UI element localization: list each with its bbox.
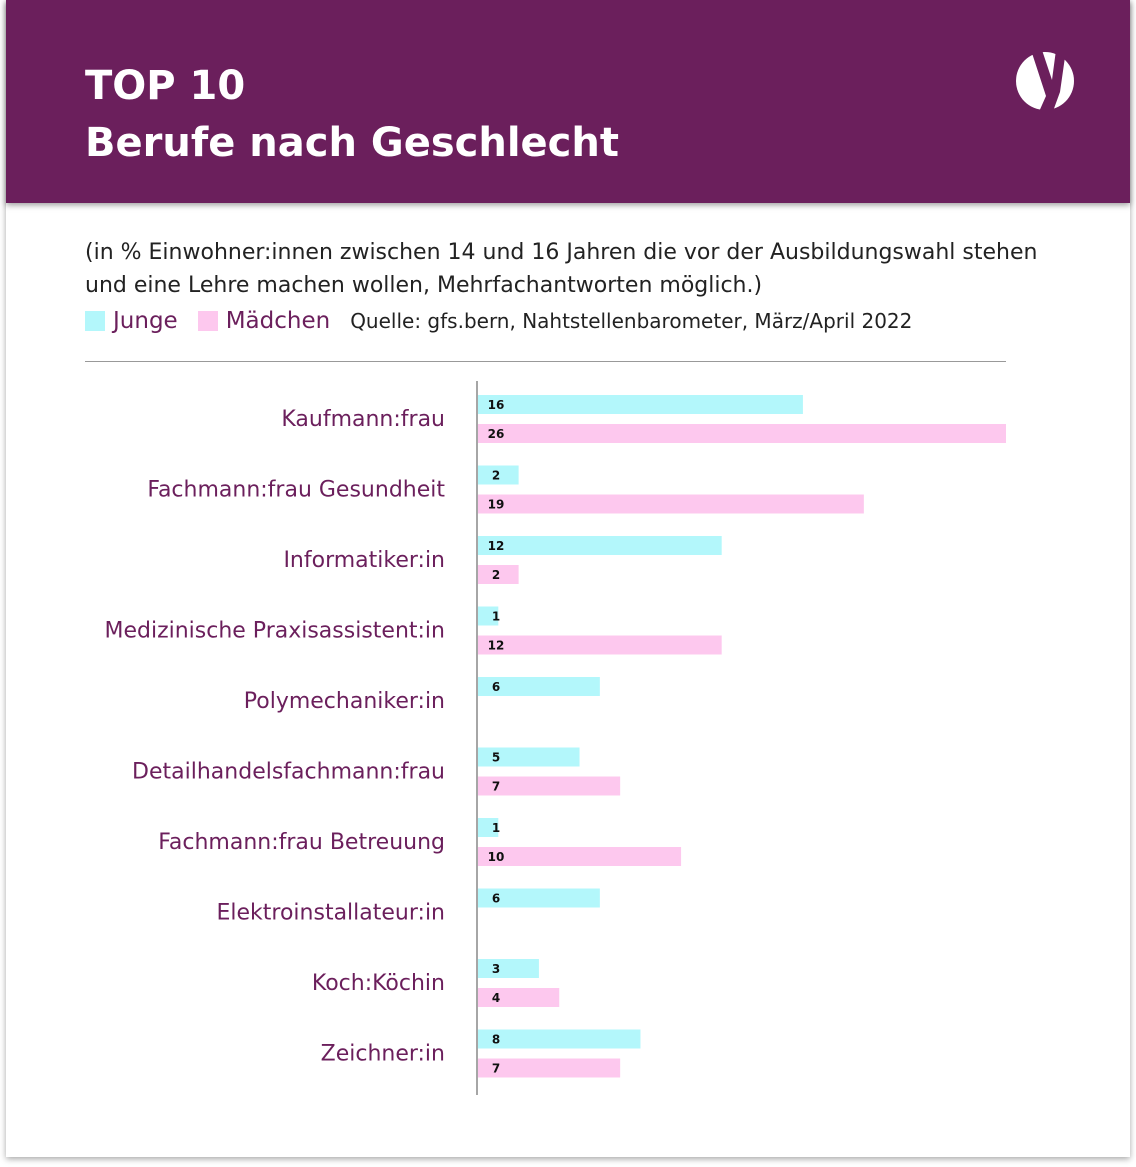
category-label: Zeichner:in xyxy=(321,1042,445,1067)
bar-junge xyxy=(478,677,600,696)
bar-junge xyxy=(478,1029,641,1049)
bar-junge xyxy=(478,747,580,767)
bar-maedchen xyxy=(478,776,621,796)
data-label: 12 xyxy=(488,639,505,653)
bar-maedchen xyxy=(478,988,560,1007)
legend-label-maedchen: Mädchen xyxy=(225,308,331,334)
data-label: 7 xyxy=(492,780,500,794)
category-label: Elektroinstallateur:in xyxy=(217,901,446,926)
category-label: Detailhandelsfachmann:frau xyxy=(132,760,445,785)
data-label: 4 xyxy=(492,991,500,1005)
divider xyxy=(85,361,1006,362)
bar-junge xyxy=(478,818,499,837)
bar-junge xyxy=(478,959,539,978)
data-label: 8 xyxy=(492,1033,500,1047)
legend-label-junge: Junge xyxy=(113,308,178,334)
data-label: 1 xyxy=(492,610,500,624)
bar-maedchen xyxy=(478,635,722,655)
data-label: 7 xyxy=(492,1062,500,1076)
legend: Junge Mädchen Quelle: gfs.bern, Nahtstel… xyxy=(85,306,912,336)
data-label: 19 xyxy=(488,498,505,512)
data-label: 5 xyxy=(492,751,500,765)
page-title: TOP 10 Berufe nach Geschlecht xyxy=(85,58,619,172)
category-label: Fachmann:frau Gesundheit xyxy=(147,478,445,503)
bar-maedchen xyxy=(478,847,682,866)
category-label: Fachmann:frau Betreuung xyxy=(158,830,445,855)
bar-junge xyxy=(478,606,499,626)
bar-junge xyxy=(478,465,519,485)
source-note: Quelle: gfs.bern, Nahtstellenbarometer, … xyxy=(350,309,913,333)
bar-junge xyxy=(478,395,803,414)
data-label: 3 xyxy=(492,962,500,976)
bar-maedchen xyxy=(478,565,519,584)
category-label: Medizinische Praxisassistent:in xyxy=(104,619,445,644)
chart-subtitle: (in % Einwohner:innen zwischen 14 und 16… xyxy=(85,240,1038,298)
bar-junge xyxy=(478,888,600,908)
data-label: 26 xyxy=(488,427,505,441)
data-label: 2 xyxy=(492,568,500,582)
bar-junge xyxy=(478,536,722,555)
bar-maedchen xyxy=(478,1058,621,1078)
category-label: Kaufmann:frau xyxy=(281,407,445,432)
title-line-1: TOP 10 xyxy=(85,63,246,109)
data-label: 6 xyxy=(492,892,500,906)
title-line-2: Berufe nach Geschlecht xyxy=(85,120,619,166)
bar-maedchen xyxy=(478,494,864,514)
data-label: 6 xyxy=(492,680,500,694)
data-label: 10 xyxy=(488,850,505,864)
category-label: Informatiker:in xyxy=(283,548,445,573)
data-label: 16 xyxy=(488,398,505,412)
legend-swatch-junge xyxy=(85,311,105,331)
data-label: 2 xyxy=(492,469,500,483)
legend-swatch-maedchen xyxy=(197,311,218,331)
logo-icon xyxy=(1016,52,1074,110)
bar-maedchen xyxy=(478,424,1006,443)
data-label: 12 xyxy=(488,539,505,553)
category-label: Polymechaniker:in xyxy=(244,689,445,714)
data-label: 1 xyxy=(492,821,500,835)
header xyxy=(6,0,1130,203)
category-label: Koch:Köchin xyxy=(312,971,445,996)
